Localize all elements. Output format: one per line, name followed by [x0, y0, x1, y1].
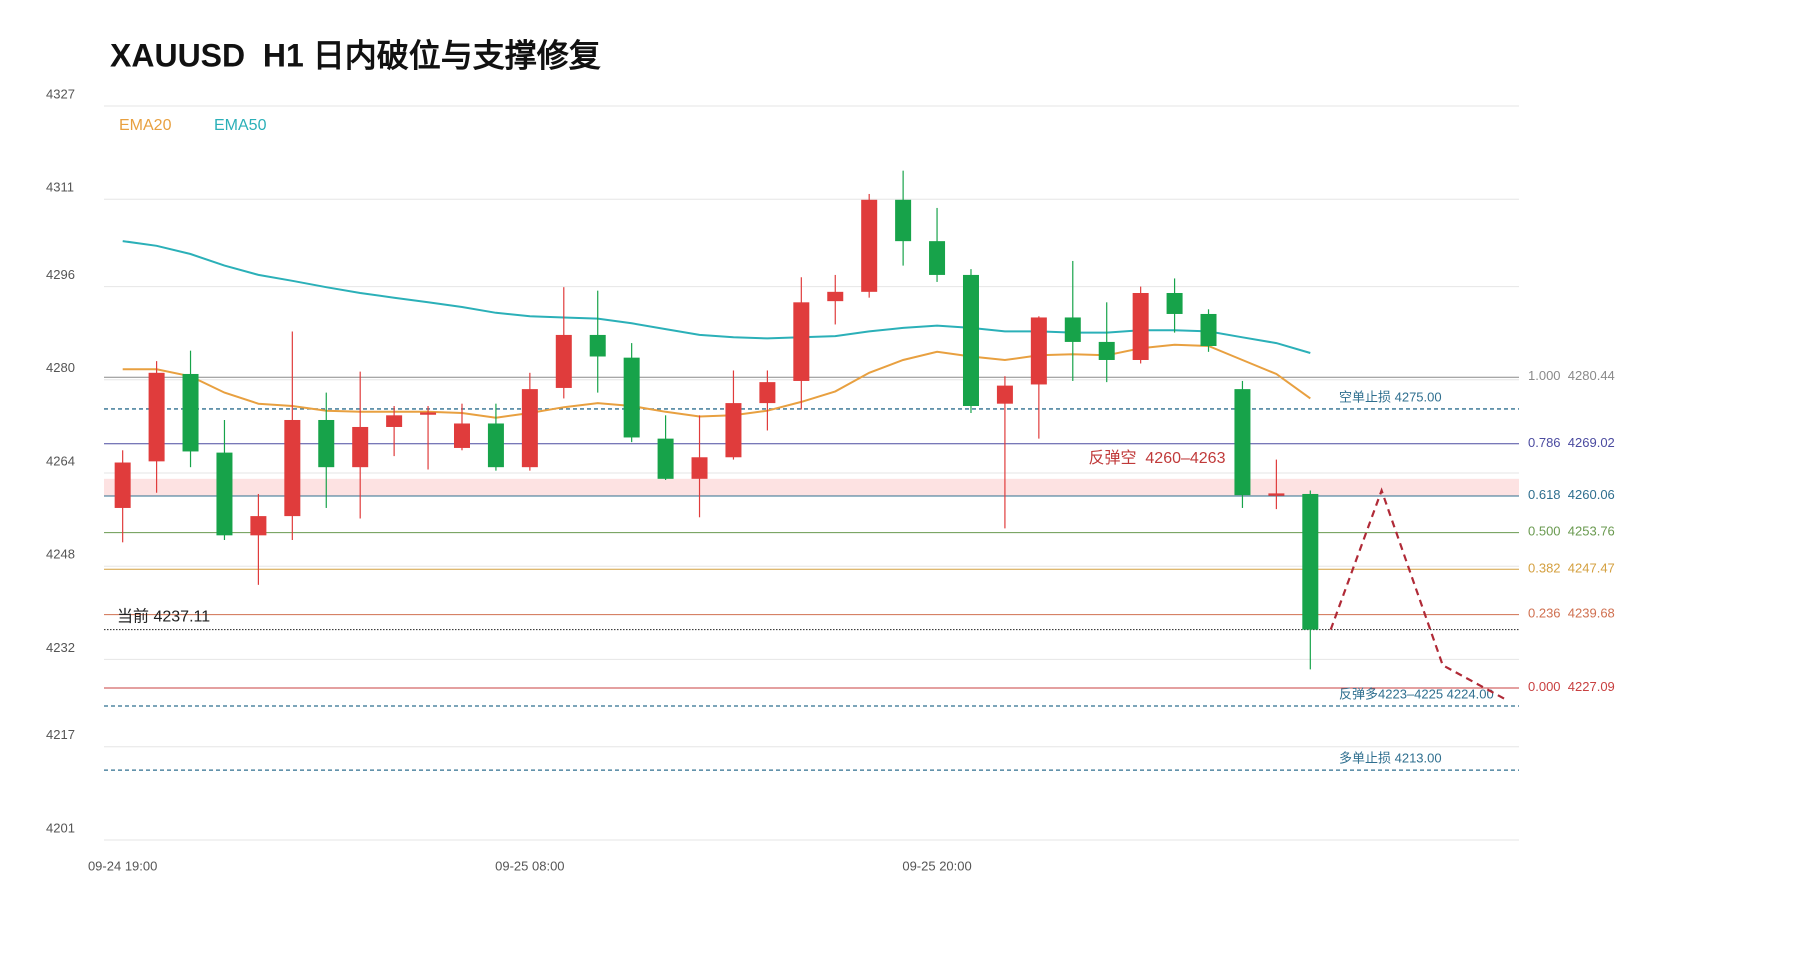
fib-ratio: 0.000 — [1528, 679, 1561, 694]
candle-body — [1268, 493, 1285, 496]
candle-body — [420, 412, 437, 415]
candle-body — [657, 438, 674, 479]
candle-body — [1200, 313, 1217, 347]
y-tick-label: 4264 — [46, 453, 75, 468]
x-tick-label: 09-25 20:00 — [902, 858, 971, 873]
fib-ratio: 1.000 — [1528, 369, 1561, 384]
projection-line — [1329, 487, 1508, 702]
legend-label: EMA20 — [119, 117, 172, 134]
zone-label: 反弹空 4260–4263 — [1089, 449, 1226, 467]
candle-body — [521, 389, 538, 468]
candle-body — [691, 457, 708, 479]
candle-body — [996, 385, 1013, 404]
candle-body — [1166, 292, 1183, 314]
candle-body — [1234, 389, 1251, 496]
fib-value: 4253.76 — [1568, 524, 1615, 539]
candle-body — [929, 241, 946, 275]
fib-value: 4280.44 — [1568, 369, 1615, 384]
zone-band — [104, 478, 1519, 497]
fib-value: 4247.47 — [1568, 561, 1615, 576]
y-tick-label: 4232 — [46, 640, 75, 655]
x-tick-label: 09-25 08:00 — [495, 858, 564, 873]
candle-body — [589, 334, 606, 357]
candle-body — [148, 372, 165, 462]
fib-ratio: 0.618 — [1528, 487, 1561, 502]
candle-body — [861, 199, 878, 292]
current-text: 当前 — [117, 608, 149, 626]
y-tick-label: 4296 — [46, 267, 75, 282]
candle-body — [318, 419, 335, 468]
chart-title: XAUUSD H1 日内破位与支撑修复 — [110, 37, 601, 73]
candle-body — [725, 403, 742, 458]
fib-ratio: 0.382 — [1528, 561, 1561, 576]
fib-label: 0.786 4269.02 — [1528, 435, 1615, 450]
fib-label: 1.000 4280.44 — [1528, 369, 1615, 384]
level-label: 反弹多4223–4225 4224.00 — [1339, 686, 1494, 701]
fib-ratio: 0.786 — [1528, 435, 1561, 450]
y-tick-label: 4280 — [46, 360, 75, 375]
candle-body — [623, 357, 640, 438]
ema-line — [122, 240, 1311, 354]
candle-body — [759, 382, 776, 404]
level-label: 空单止损 4275.00 — [1339, 389, 1442, 404]
candle-body — [284, 419, 301, 517]
candle-body — [555, 334, 572, 388]
candle-body — [793, 302, 810, 381]
fib-label: 0.500 4253.76 — [1528, 524, 1615, 539]
legend-label: EMA50 — [214, 117, 267, 134]
candle-body — [352, 426, 369, 468]
current-value: 4237.11 — [153, 609, 210, 626]
candle-body — [182, 373, 199, 452]
level-label: 多单止损 4213.00 — [1339, 751, 1442, 766]
candle-body — [962, 274, 979, 407]
x-tick-label: 09-24 19:00 — [88, 858, 157, 873]
candle-body — [386, 415, 403, 427]
candle-body — [216, 452, 233, 536]
candle-body — [114, 462, 131, 508]
y-tick-label: 4327 — [46, 86, 75, 101]
y-tick-label: 4201 — [46, 820, 75, 835]
candle-body — [1030, 317, 1047, 385]
candle-body — [250, 516, 267, 536]
fib-value: 4227.09 — [1568, 679, 1615, 694]
fib-value: 4269.02 — [1568, 435, 1615, 450]
y-tick-label: 4248 — [46, 547, 75, 562]
fib-label: 0.236 4239.68 — [1528, 606, 1615, 621]
candle-body — [1098, 341, 1115, 360]
y-tick-label: 4217 — [46, 727, 75, 742]
candle-body — [827, 291, 844, 302]
candle-body — [895, 199, 912, 242]
y-tick-label: 4311 — [46, 180, 74, 195]
candle-body — [1064, 317, 1081, 342]
fib-label: 0.000 4227.09 — [1528, 679, 1615, 694]
candle-body — [487, 423, 504, 468]
candle-body — [1132, 292, 1149, 360]
current-label: 当前 4237.11 — [117, 608, 210, 626]
fib-label: 0.618 4260.06 — [1528, 487, 1615, 502]
fib-ratio: 0.236 — [1528, 606, 1561, 621]
candle-body — [453, 423, 470, 448]
candle-body — [1302, 493, 1319, 630]
fib-label: 0.382 4247.47 — [1528, 561, 1615, 576]
fib-value: 4260.06 — [1568, 487, 1615, 502]
fib-ratio: 0.500 — [1528, 524, 1561, 539]
fib-value: 4239.68 — [1568, 606, 1615, 621]
